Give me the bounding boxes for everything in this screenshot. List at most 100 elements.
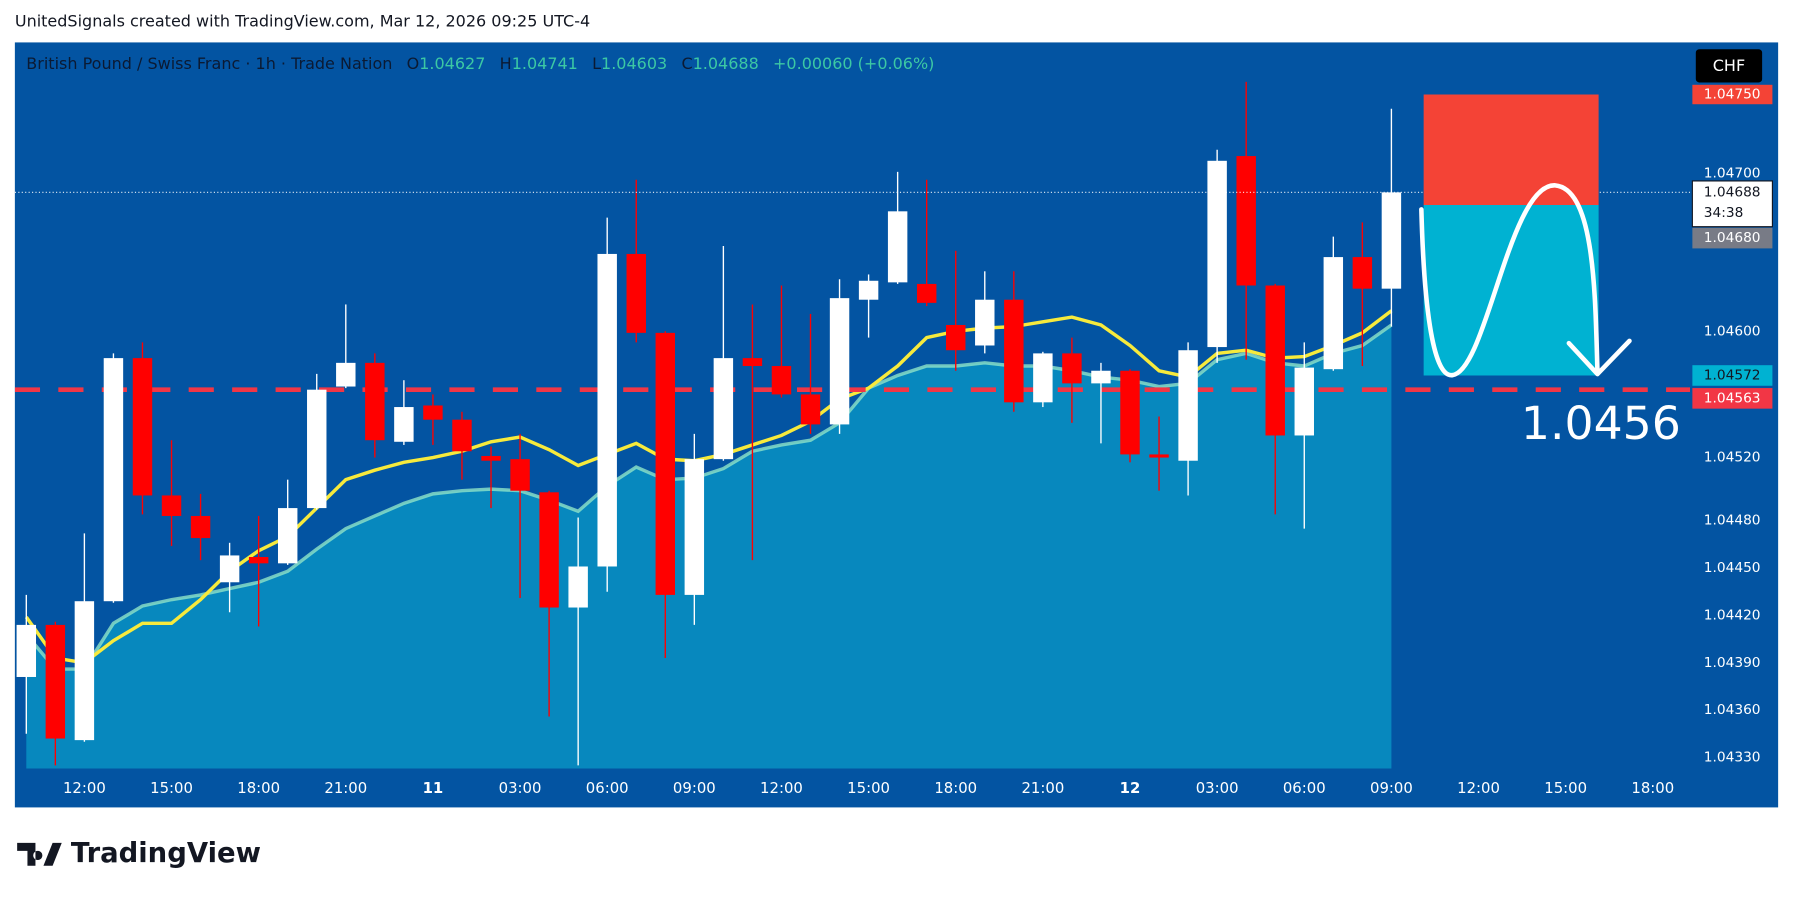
x-tick-label: 09:00 <box>1370 779 1413 797</box>
candle-body <box>1323 257 1344 370</box>
legend-value: 1.04627 <box>419 54 485 73</box>
candle-body <box>1381 192 1402 289</box>
candle-body <box>713 358 734 460</box>
candle-body <box>858 280 879 300</box>
candle-body <box>452 419 472 452</box>
level-tag: 1.04563 <box>1704 390 1761 406</box>
stop-zone <box>1423 94 1599 206</box>
header: UnitedSignals created with TradingView.c… <box>15 11 590 30</box>
entry-tag-box <box>1692 227 1773 249</box>
last-price: 1.04688 <box>1704 184 1761 200</box>
x-tick-label: 03:00 <box>499 779 542 797</box>
candle-body <box>742 358 763 367</box>
y-tick-label: 1.04480 <box>1704 513 1761 529</box>
x-tick-label: 12:00 <box>63 779 106 797</box>
candle-body <box>1120 370 1140 455</box>
candle-body <box>771 366 792 395</box>
legend-value: 1.04603 <box>601 54 667 73</box>
candle-body <box>568 566 588 608</box>
x-tick-label: 18:00 <box>1631 779 1674 797</box>
annotation: 1.0456 <box>1521 397 1681 450</box>
legend: British Pound / Swiss Franc · 1h · Trade… <box>26 54 934 73</box>
candle-body <box>1004 299 1024 403</box>
y-tick-label: 1.04700 <box>1704 165 1761 181</box>
candle-body <box>1091 370 1111 384</box>
y-tick-label: 1.04330 <box>1704 749 1761 765</box>
candle-body <box>481 455 501 461</box>
candle-body <box>1178 350 1198 461</box>
candle-body <box>423 405 443 420</box>
x-tick-label: 12:00 <box>1457 779 1500 797</box>
x-tick-label: 21:00 <box>324 779 367 797</box>
y-tick-label: 1.04450 <box>1704 560 1761 576</box>
stop-tag: 1.04750 <box>1704 87 1761 103</box>
ma-area <box>26 324 1392 769</box>
candle-body <box>539 492 559 608</box>
legend-value: 1.04688 <box>693 54 759 73</box>
candle-body <box>16 624 37 677</box>
candle-body <box>277 508 298 564</box>
candle-body <box>975 299 995 346</box>
target-tag: 1.04572 <box>1704 367 1761 383</box>
candle-body <box>946 324 966 351</box>
last-price-box <box>1691 180 1773 228</box>
candle-body <box>887 211 908 283</box>
legend-letter: H <box>500 54 512 73</box>
target-tag-box <box>1692 365 1773 386</box>
candle-body <box>336 362 356 387</box>
candle-body <box>45 624 66 739</box>
candle-body <box>190 515 211 539</box>
candle-body <box>684 459 705 595</box>
candle-body <box>1265 285 1285 436</box>
y-tick-label: 1.04390 <box>1704 655 1761 671</box>
candle-body <box>1033 353 1053 403</box>
candle-body <box>219 555 240 583</box>
candle-body <box>1062 353 1082 384</box>
currency[interactable]: CHF <box>1713 56 1745 75</box>
x-tick-label: 15:00 <box>847 779 890 797</box>
ma-line <box>24 309 1393 665</box>
candle-body <box>655 332 676 595</box>
legend-change: +0.00060 (+0.06%) <box>773 54 934 73</box>
candle-body <box>1236 156 1256 286</box>
candle-body <box>1149 454 1169 458</box>
entry-tag: 1.04680 <box>1704 230 1761 246</box>
legend-letter: C <box>681 54 692 73</box>
drawn-arrow <box>1419 183 1632 378</box>
candle-body <box>626 253 646 333</box>
x-tick-label: 03:00 <box>1196 779 1239 797</box>
legend-letter: L <box>592 54 601 73</box>
x-tick-label: 15:00 <box>1544 779 1587 797</box>
x-tick-label: 09:00 <box>673 779 716 797</box>
countdown: 34:38 <box>1704 205 1744 221</box>
candle-body <box>365 362 385 441</box>
brand: TradingView <box>71 838 261 869</box>
candle-body <box>132 358 153 496</box>
candle-body <box>597 253 617 567</box>
ma-line <box>24 323 1393 671</box>
stop-tag-box <box>1692 84 1773 105</box>
y-tick-label: 1.04360 <box>1704 702 1761 718</box>
x-tick-label: 11 <box>423 779 444 797</box>
x-tick-label: 06:00 <box>586 779 629 797</box>
currency-box[interactable] <box>1695 49 1763 83</box>
x-tick-label: 12 <box>1120 779 1141 797</box>
x-tick-label: 18:00 <box>934 779 977 797</box>
candle-body <box>74 601 95 741</box>
y-tick-label: 1.04600 <box>1704 323 1761 339</box>
candle-body <box>1207 160 1227 348</box>
legend-value: 1.04741 <box>512 54 578 73</box>
x-tick-label: 18:00 <box>237 779 280 797</box>
candle-body <box>307 389 327 509</box>
candle-body <box>394 407 414 442</box>
legend-letter: O <box>407 54 420 73</box>
candle-body <box>103 358 124 602</box>
candle-body <box>800 394 821 425</box>
logo: TradingView <box>17 838 261 869</box>
symbol: British Pound / Swiss Franc · 1h · Trade… <box>26 54 392 73</box>
x-tick-label: 21:00 <box>1021 779 1064 797</box>
y-tick-label: 1.04420 <box>1704 607 1761 623</box>
candle-body <box>1294 367 1314 436</box>
